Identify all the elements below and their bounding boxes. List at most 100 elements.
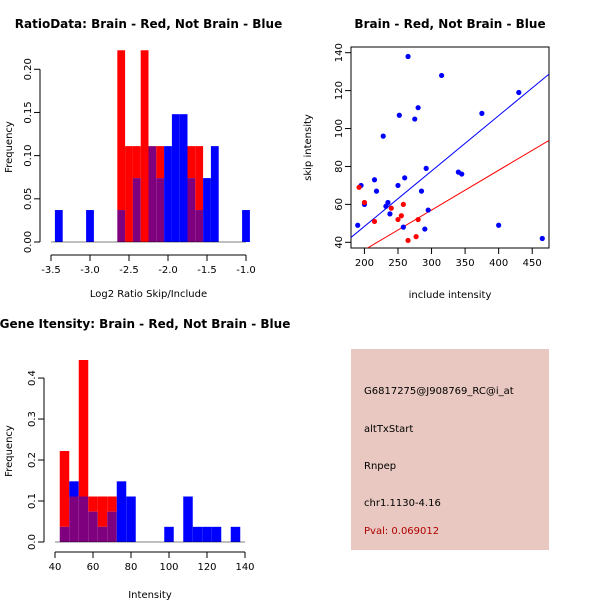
ratio-bar-overlap [117, 210, 126, 242]
scatter-point-not-brain [459, 171, 465, 177]
scatter-point-not-brain [422, 226, 428, 232]
scatter-point-not-brain [496, 222, 502, 228]
ratio-y-axis-label: Frequency [4, 121, 15, 173]
scatter-point-brain [356, 184, 362, 190]
ratio-bar-not-brain [203, 178, 211, 242]
scatter-x-tick-label: 400 [489, 258, 508, 269]
scatter-point-not-brain [439, 72, 445, 79]
scatter-point-not-brain [516, 89, 522, 96]
ratio-bar-not-brain [210, 146, 219, 242]
intensity-y-tick-label: 0.2 [27, 452, 38, 468]
ratio-x-tick-label: -2.0 [158, 265, 178, 276]
intensity-bar-not-brain [126, 496, 136, 542]
scatter-point-brain [371, 218, 378, 225]
ratio-bar-brain [195, 146, 204, 211]
scatter-y-tick-label: 60 [334, 198, 345, 211]
scatter-title: Brain - Red, Not Brain - Blue [354, 17, 545, 31]
brain-fit-line [366, 139, 549, 248]
ratio-x-tick-label: -1.5 [197, 265, 217, 276]
ratio-x-tick-label: -2.5 [119, 265, 139, 276]
ratio-bar-brain [132, 146, 141, 179]
intensity-y-tick-label: 0.3 [27, 411, 38, 427]
scatter-point-not-brain [400, 224, 406, 230]
scatter-point-brain [405, 237, 411, 244]
scatter-point-not-brain [387, 211, 393, 217]
ratio-y-tick-label: 0.20 [23, 58, 34, 80]
intensity-bar-brain [78, 360, 89, 497]
ratio-x-tick-label: -3.0 [80, 265, 100, 276]
ratio-title: RatioData: Brain - Red, Not Brain - Blue [15, 17, 282, 31]
scatter-y-tick-label: 100 [334, 119, 345, 138]
ratio-bar-brain [187, 146, 196, 179]
ratio-y-tick-label: 0.00 [23, 231, 34, 253]
scatter-point-not-brain [373, 188, 380, 194]
scatter-x-tick-label: 450 [523, 258, 542, 269]
intensity-x-tick-label: 40 [49, 562, 62, 573]
intensity-bar-not-brain [230, 526, 241, 542]
gene-name-text: Rnpep [364, 461, 397, 472]
ratio-y-tick-label: 0.15 [23, 101, 34, 123]
scatter-point-not-brain [395, 182, 401, 189]
scatter-point-not-brain [396, 112, 402, 118]
ratio-y-tick-label: 0.05 [23, 188, 34, 210]
scatter-x-axis-label: include intensity [409, 290, 492, 301]
scatter-point-not-brain [539, 235, 545, 242]
intensity-y-axis-label: Frequency [4, 425, 15, 477]
intensity-bar-brain [107, 496, 117, 512]
ratio-x-tick-label: -3.5 [41, 265, 61, 276]
intensity-title: Gene Itensity: Brain - Red, Not Brain - … [0, 317, 290, 331]
scatter-point-not-brain [423, 165, 429, 171]
scatter-point-not-brain [371, 177, 378, 183]
ratio-y-tick-label: 0.10 [23, 145, 34, 167]
scatter-point-brain [361, 199, 368, 206]
intensity-bar-overlap [59, 526, 70, 542]
ratio-bar-brain [117, 50, 126, 211]
scatter-x-tick-label: 250 [388, 258, 407, 269]
ratio-bar-overlap [132, 178, 141, 242]
scatter-point-not-brain [418, 188, 425, 194]
ratio-bar-brain [140, 50, 149, 242]
intensity-y-tick-label: 0.4 [27, 370, 38, 386]
ratio-bar-not-brain [171, 114, 180, 242]
scatter-y-tick-label: 120 [334, 81, 345, 100]
intensity-x-tick-label: 120 [197, 562, 216, 573]
intensity-bar-not-brain [183, 496, 193, 542]
pval-text: Pval: 0.069012 [364, 526, 440, 537]
event-type-text: altTxStart [364, 424, 414, 435]
intensity-bar-overlap [88, 511, 98, 542]
scatter-y-tick-label: 40 [334, 236, 345, 249]
scatter-point-brain [415, 216, 421, 223]
scatter-point-not-brain [479, 110, 485, 116]
scatter-point-not-brain [415, 105, 421, 111]
intensity-bar-overlap [107, 511, 117, 542]
intensity-y-tick-label: 0.0 [27, 534, 38, 550]
intensity-bar-not-brain [192, 526, 203, 542]
ratio-bar-overlap [187, 178, 196, 242]
ratio-bar-not-brain [242, 210, 250, 242]
scatter-x-tick-label: 300 [422, 258, 441, 269]
location-text: chr1.1130-4.16 [364, 498, 441, 509]
scatter-point-brain [388, 205, 394, 211]
intensity-y-tick-label: 0.1 [27, 493, 38, 509]
scatter-point-brain [395, 216, 401, 223]
scatter-point-not-brain [412, 116, 418, 122]
info-panel: G6817275@J908769_RC@i_at altTxStart Rnpe… [351, 349, 549, 550]
scatter-point-not-brain [402, 175, 408, 181]
intensity-x-axis-label: Intensity [128, 590, 172, 600]
ratio-bar-overlap [156, 178, 165, 242]
scatter-point-brain [413, 234, 419, 240]
intensity-bar-brain [59, 451, 70, 527]
scatter-x-tick-label: 200 [355, 258, 374, 269]
intensity-bar-not-brain [164, 526, 174, 542]
intensity-x-tick-label: 60 [87, 562, 100, 573]
intensity-x-tick-label: 100 [159, 562, 178, 573]
ratio-bar-overlap [195, 210, 204, 242]
intensity-bar-overlap [78, 496, 89, 542]
scatter-y-tick-label: 140 [334, 43, 345, 62]
scatter-y-tick-label: 80 [334, 160, 345, 173]
scatter-point-brain [400, 201, 406, 207]
intensity-bar-not-brain [116, 481, 127, 542]
ratio-bar-not-brain [179, 114, 188, 242]
ratio-bar-not-brain [54, 210, 63, 242]
